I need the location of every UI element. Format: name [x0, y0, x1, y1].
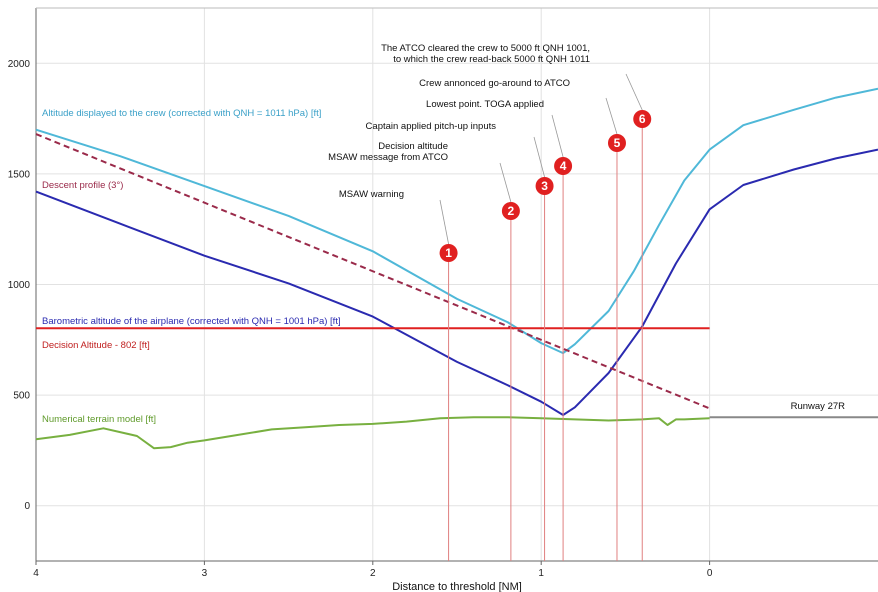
event-marker-number: 2 [508, 204, 515, 218]
series-barometric-altitude [35, 148, 878, 416]
event-marker [535, 177, 554, 195]
event-marker-number: 6 [639, 112, 646, 126]
event-leader-line [605, 97, 618, 135]
y-tick-label: 500 [13, 391, 30, 402]
event-marker [633, 110, 652, 128]
x-axis-title: Distance to threshold [NM] [392, 581, 522, 592]
y-tick-label: 1000 [8, 280, 31, 291]
event-annotation-text: Captain applied pitch-up inputs [366, 121, 497, 132]
event-annotation-text: MSAW message from ATCO [328, 152, 448, 163]
event-annotation-text: Crew annonced go-around to ATCO [419, 78, 570, 89]
x-tick-label: 4 [33, 568, 39, 579]
event-annotation-text: MSAW warning [339, 189, 404, 200]
x-tick-label: 3 [202, 568, 208, 579]
event-leader-line [551, 114, 564, 158]
event-leader-line [533, 136, 545, 178]
y-tick-label: 2000 [8, 59, 31, 70]
event-leader-line [439, 199, 449, 245]
y-tick-label: 0 [24, 501, 30, 512]
event-marker [607, 134, 626, 152]
event-marker [439, 244, 458, 262]
series-descent-profile [35, 133, 710, 410]
event-marker-number: 3 [541, 179, 548, 193]
series-lines [35, 87, 878, 450]
label-descent-profile: Descent profile (3°) [42, 180, 123, 191]
grid-lines [35, 8, 878, 561]
series-altitude-displayed [35, 87, 878, 355]
event-marker-number: 1 [445, 246, 452, 260]
x-tick-label: 1 [538, 568, 544, 579]
event-marker [501, 202, 520, 220]
label-terrain-model: Numerical terrain model [ft] [42, 414, 156, 425]
event-annotation-text: Lowest point. TOGA applied [426, 99, 544, 110]
event-annotation-text: The ATCO cleared the crew to 5000 ft QNH… [381, 43, 590, 54]
event-marker [554, 157, 573, 175]
y-tick-label: 1500 [8, 169, 31, 180]
x-tick-label: 2 [370, 568, 376, 579]
label-altitude-displayed: Altitude displayed to the crew (correcte… [42, 108, 321, 119]
event-annotation-text: Decision altitude [378, 141, 448, 152]
label-decision-altitude: Decision Altitude - 802 [ft] [42, 340, 150, 351]
plot-frame [35, 7, 878, 562]
event-marker-number: 4 [560, 159, 567, 173]
x-tick-label: 0 [707, 568, 713, 579]
series-terrain-model [35, 416, 710, 450]
event-leader-line [625, 73, 643, 111]
event-annotation-text: to which the crew read-back 5000 ft QNH … [393, 54, 590, 65]
event-marker-number: 5 [614, 136, 621, 150]
runway-label: Runway 27R [791, 401, 846, 412]
event-leader-line [499, 162, 512, 203]
label-barometric-altitude: Barometric altitude of the airplane (cor… [42, 316, 341, 327]
series-labels: Runway 27R Altitude displayed to the crew… [42, 108, 845, 425]
